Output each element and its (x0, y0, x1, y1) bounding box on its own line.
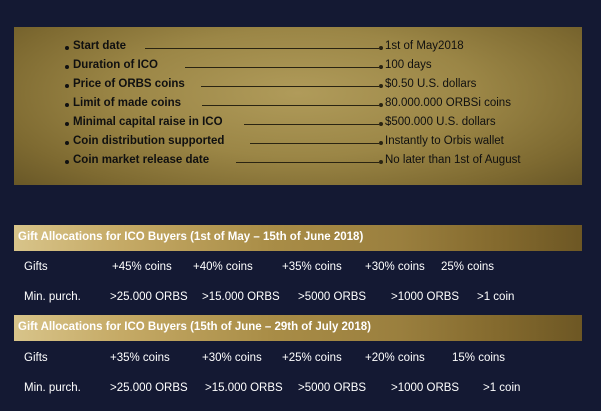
bullet-icon (65, 46, 69, 50)
info-value: No later than 1st of August (385, 154, 521, 166)
bullet-icon (65, 141, 69, 145)
min-purchase-cell: >5000 ORBS (298, 291, 367, 303)
info-label: Coin market release date (73, 154, 210, 166)
gift-cell: +35% coins (282, 261, 342, 273)
info-label: Price of ORBS coins (73, 78, 185, 90)
leader-line (250, 143, 379, 144)
gift-allocations-header-2: Gift Allocations for ICO Buyers (15th of… (14, 315, 582, 341)
info-value: 80.000.000 ORBSi coins (385, 97, 511, 109)
info-row-minimal-capital: Minimal capital raise in ICO $500.000 U.… (14, 114, 582, 133)
info-value: $500.000 U.S. dollars (385, 116, 496, 128)
info-label: Start date (73, 40, 127, 52)
leader-dot-icon (379, 65, 383, 69)
min-purchase-cell: >1000 ORBS (391, 382, 460, 394)
leader-line (145, 48, 379, 49)
gift-cell: 25% coins (441, 261, 495, 273)
info-row-distribution: Coin distribution supported Instantly to… (14, 133, 582, 152)
leader-dot-icon (379, 84, 383, 88)
gift-cell: +30% coins (365, 261, 425, 273)
info-value: 100 days (385, 59, 432, 71)
gifts-label: Gifts (24, 261, 48, 273)
bullet-icon (65, 160, 69, 164)
info-label: Duration of ICO (73, 59, 158, 71)
info-row-duration: Duration of ICO 100 days (14, 57, 582, 76)
info-row-release-date: Coin market release date No later than 1… (14, 152, 582, 171)
leader-line (201, 86, 379, 87)
info-label: Limit of made coins (73, 97, 181, 109)
info-row-start-date: Start date 1st of May2018 (14, 38, 582, 57)
bullet-icon (65, 65, 69, 69)
min-purchase-cell: >25.000 ORBS (110, 382, 188, 394)
info-label: Minimal capital raise in ICO (73, 116, 223, 128)
min-purchase-cell: >1 coin (483, 382, 521, 394)
section-title: Gift Allocations for ICO Buyers (15th of… (18, 321, 371, 333)
min-purchase-label: Min. purch. (24, 382, 81, 394)
gift-allocations-header-1: Gift Allocations for ICO Buyers (1st of … (14, 225, 582, 251)
gifts-label: Gifts (24, 352, 48, 364)
info-value: $0.50 U.S. dollars (385, 78, 477, 90)
min-purchase-label: Min. purch. (24, 291, 81, 303)
leader-dot-icon (379, 160, 383, 164)
min-purchase-cell: >5000 ORBS (298, 382, 367, 394)
info-label: Coin distribution supported (73, 135, 225, 147)
leader-dot-icon (379, 141, 383, 145)
min-purchase-cell: >1000 ORBS (391, 291, 460, 303)
section-title: Gift Allocations for ICO Buyers (1st of … (18, 231, 364, 243)
leader-line (202, 105, 379, 106)
bullet-icon (65, 122, 69, 126)
min-purchase-cell: >15.000 ORBS (202, 291, 280, 303)
min-purchase-cell: >25.000 ORBS (110, 291, 188, 303)
leader-line (185, 67, 379, 68)
gift-cell: +20% coins (365, 352, 425, 364)
ico-info-card: Start date 1st of May2018 Duration of IC… (14, 27, 582, 185)
info-row-price: Price of ORBS coins $0.50 U.S. dollars (14, 76, 582, 95)
gift-cell: +25% coins (282, 352, 342, 364)
info-value: 1st of May2018 (385, 40, 464, 52)
gift-cell: 15% coins (452, 352, 506, 364)
leader-line (236, 162, 379, 163)
bullet-icon (65, 103, 69, 107)
gift-cell: +45% coins (112, 261, 172, 273)
gift-cell: +30% coins (202, 352, 262, 364)
leader-dot-icon (379, 103, 383, 107)
info-value: Instantly to Orbis wallet (385, 135, 504, 147)
bullet-icon (65, 84, 69, 88)
min-purchase-cell: >15.000 ORBS (205, 382, 283, 394)
min-purchase-cell: >1 coin (477, 291, 515, 303)
leader-dot-icon (379, 122, 383, 126)
gift-cell: +40% coins (193, 261, 253, 273)
leader-line (244, 124, 379, 125)
gift-cell: +35% coins (110, 352, 170, 364)
info-row-limit: Limit of made coins 80.000.000 ORBSi coi… (14, 95, 582, 114)
leader-dot-icon (379, 46, 383, 50)
